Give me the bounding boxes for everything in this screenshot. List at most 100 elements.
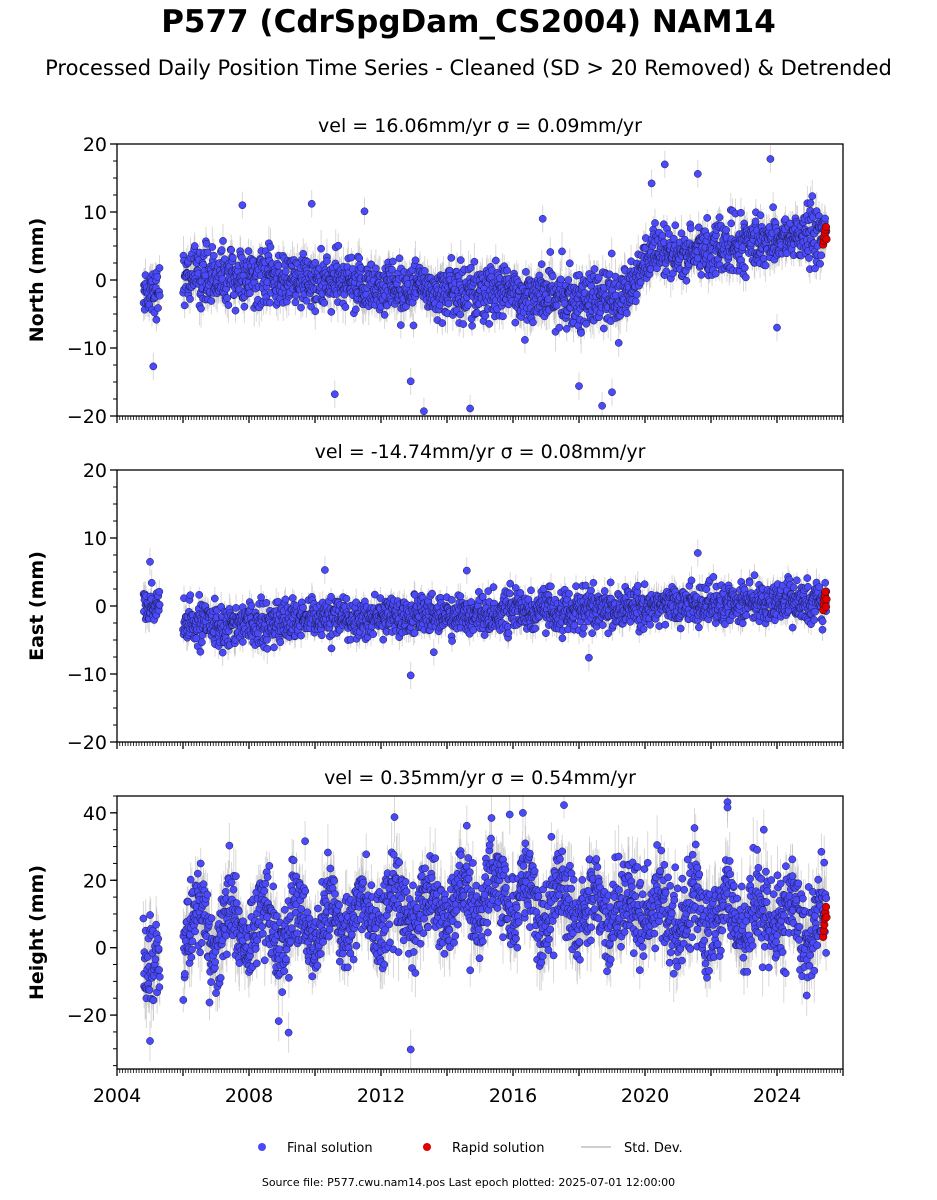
final-point <box>291 298 300 307</box>
final-point <box>741 273 750 282</box>
final-point <box>468 321 476 330</box>
final-point <box>816 259 824 268</box>
final-point <box>769 203 777 212</box>
final-point <box>806 199 815 207</box>
final-point <box>552 301 561 310</box>
rapid-point <box>822 235 831 244</box>
final-point <box>155 291 164 300</box>
final-point <box>246 289 254 298</box>
final-point <box>577 329 585 337</box>
final-points-north <box>139 155 831 416</box>
final-point <box>456 310 465 319</box>
final-point <box>207 297 216 305</box>
final-point <box>782 249 791 258</box>
final-point <box>537 260 546 269</box>
y-tick-label: 20 <box>83 134 107 156</box>
final-point <box>491 256 500 265</box>
final-point <box>631 297 640 306</box>
final-point <box>662 267 671 276</box>
final-point <box>671 221 680 230</box>
final-point <box>190 242 199 250</box>
final-point <box>149 362 158 371</box>
final-point <box>481 311 490 320</box>
final-point <box>599 324 608 333</box>
final-point <box>773 323 781 332</box>
final-point <box>565 259 574 268</box>
final-point <box>660 160 669 169</box>
final-point <box>632 290 641 299</box>
final-point <box>575 382 583 390</box>
final-point <box>203 248 212 257</box>
final-point <box>396 321 405 329</box>
final-point <box>240 302 249 311</box>
final-point <box>351 305 360 314</box>
final-point <box>529 318 537 327</box>
final-point <box>388 265 396 274</box>
final-point <box>435 301 444 310</box>
final-point <box>521 336 529 344</box>
final-point <box>311 258 320 267</box>
final-point <box>711 269 720 278</box>
panel-title-east: vel = -14.74mm/yr σ = 0.08mm/yr <box>315 441 646 463</box>
final-point <box>557 275 565 284</box>
final-point <box>546 248 555 256</box>
final-point <box>360 207 369 216</box>
final-point <box>302 296 311 305</box>
final-point <box>299 249 308 258</box>
y-axis-label-north: North (mm) <box>26 218 48 343</box>
final-point <box>636 278 645 287</box>
final-point <box>238 201 247 210</box>
final-point <box>180 301 189 310</box>
final-point <box>459 320 468 328</box>
final-point <box>420 267 429 275</box>
final-point <box>558 247 566 256</box>
final-point <box>224 301 233 309</box>
final-point <box>372 264 380 273</box>
final-point <box>511 318 520 327</box>
y-tick-label: −20 <box>67 406 107 428</box>
final-point <box>297 303 305 312</box>
y-tick-label: 0 <box>95 270 107 292</box>
final-point <box>548 272 557 281</box>
final-point <box>693 170 702 178</box>
final-point <box>677 229 686 238</box>
final-point <box>355 254 364 263</box>
final-point <box>694 223 703 232</box>
y-tick-label: 10 <box>83 202 107 224</box>
final-point <box>737 208 745 217</box>
final-point <box>594 273 603 282</box>
rapid-point <box>821 222 831 232</box>
final-point <box>727 219 736 228</box>
final-point <box>420 407 428 416</box>
final-point <box>444 299 453 308</box>
y-axis-label-east: East (mm) <box>26 551 48 661</box>
final-point <box>582 319 591 328</box>
final-point <box>334 241 343 250</box>
final-point <box>590 265 599 273</box>
final-point <box>227 246 236 254</box>
final-point <box>614 339 623 347</box>
final-point <box>740 263 749 272</box>
final-point <box>756 211 765 220</box>
final-point <box>266 298 274 307</box>
final-point <box>330 390 339 399</box>
final-point <box>808 192 817 200</box>
final-point <box>485 320 494 328</box>
final-point <box>217 246 226 254</box>
final-point <box>805 254 813 262</box>
final-point <box>658 231 667 240</box>
y-tick-label: −10 <box>67 338 107 360</box>
final-point <box>274 261 283 270</box>
final-point <box>456 256 465 264</box>
final-point <box>228 253 237 262</box>
final-point <box>311 307 320 316</box>
final-point <box>411 256 420 265</box>
final-point <box>555 323 564 332</box>
final-point <box>562 324 571 333</box>
final-point <box>682 276 691 285</box>
final-point <box>317 244 325 253</box>
final-point <box>522 268 530 276</box>
final-point <box>647 179 656 188</box>
final-point <box>470 257 479 266</box>
